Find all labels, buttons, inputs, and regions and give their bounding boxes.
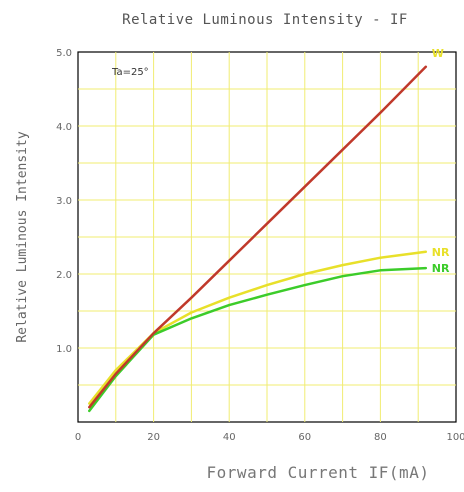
series-line-nr xyxy=(88,250,428,405)
series-label-w: W xyxy=(432,47,444,60)
x-tick-label: 60 xyxy=(298,432,311,443)
x-tick-label: 80 xyxy=(374,432,387,443)
grid xyxy=(78,52,456,422)
y-tick-label: 4.0 xyxy=(56,122,72,133)
y-tick-label: 3.0 xyxy=(56,196,72,207)
y-tick-label: 2.0 xyxy=(56,270,72,281)
series-labels: W NR NR xyxy=(432,47,450,275)
series-group xyxy=(88,65,428,413)
y-axis-label: Relative Luminous Intensity xyxy=(15,131,30,342)
x-axis-ticks: 0 20 40 60 80 100 xyxy=(75,432,464,443)
x-axis-label: Forward Current IF(mA) xyxy=(207,463,430,482)
chart-title: Relative Luminous Intensity - IF xyxy=(122,12,408,28)
x-tick-label: 40 xyxy=(223,432,236,443)
series-line-w xyxy=(88,65,428,409)
y-tick-label: 1.0 xyxy=(56,344,72,355)
x-tick-label: 100 xyxy=(446,432,464,443)
series-line-nr2 xyxy=(88,266,428,413)
y-axis-ticks: 1.0 2.0 3.0 4.0 5.0 xyxy=(56,48,72,355)
temperature-annotation: Ta=25° xyxy=(111,67,149,78)
y-tick-label: 5.0 xyxy=(56,48,72,59)
x-tick-label: 0 xyxy=(75,432,81,443)
series-label-nr2: NR xyxy=(432,262,450,275)
series-label-nr: NR xyxy=(432,246,450,259)
x-tick-label: 20 xyxy=(147,432,160,443)
